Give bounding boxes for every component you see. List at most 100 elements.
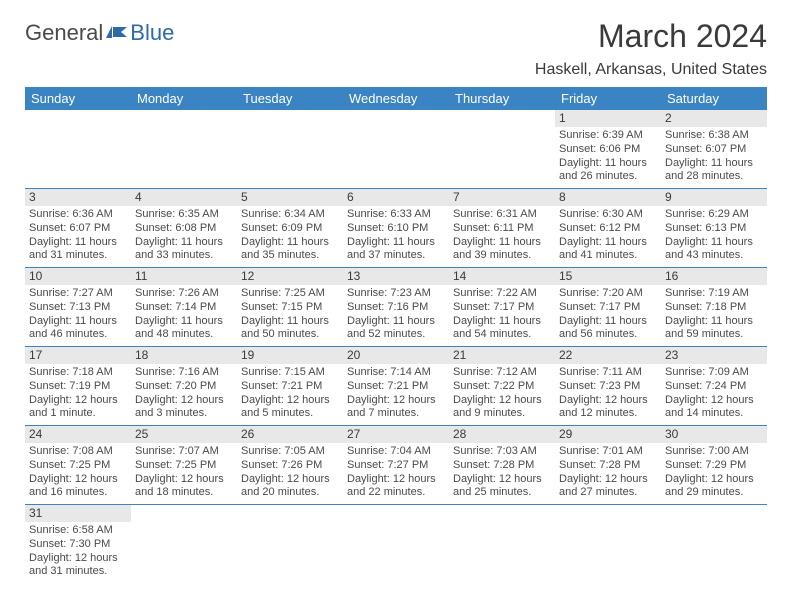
sunrise-text: Sunrise: 7:20 AM [559,287,657,301]
calendar-week-row: 3Sunrise: 6:36 AMSunset: 6:07 PMDaylight… [25,189,767,268]
day-number: 13 [343,268,449,285]
sunset-text: Sunset: 6:11 PM [453,222,551,236]
sunrise-text: Sunrise: 6:39 AM [559,129,657,143]
sunset-text: Sunset: 7:25 PM [135,459,233,473]
sunset-text: Sunset: 6:10 PM [347,222,445,236]
sunset-text: Sunset: 7:22 PM [453,380,551,394]
day-number: 5 [237,189,343,206]
daylight-text: Daylight: 11 hours and 59 minutes. [665,315,763,343]
sunrise-text: Sunrise: 7:00 AM [665,445,763,459]
sunset-text: Sunset: 7:16 PM [347,301,445,315]
calendar-day-cell [449,505,555,584]
day-number: 2 [661,110,767,127]
daylight-text: Daylight: 12 hours and 1 minute. [29,394,127,422]
daylight-text: Daylight: 12 hours and 27 minutes. [559,473,657,501]
sunset-text: Sunset: 7:21 PM [241,380,339,394]
calendar-day-cell: 1Sunrise: 6:39 AMSunset: 6:06 PMDaylight… [555,110,661,189]
calendar-day-cell: 24Sunrise: 7:08 AMSunset: 7:25 PMDayligh… [25,426,131,505]
sunset-text: Sunset: 7:15 PM [241,301,339,315]
day-number: 16 [661,268,767,285]
sunrise-text: Sunrise: 7:12 AM [453,366,551,380]
calendar-day-cell: 5Sunrise: 6:34 AMSunset: 6:09 PMDaylight… [237,189,343,268]
day-number: 11 [131,268,237,285]
day-number: 4 [131,189,237,206]
weekday-header-row: SundayMondayTuesdayWednesdayThursdayFrid… [25,87,767,110]
day-number: 21 [449,347,555,364]
calendar-day-cell [343,505,449,584]
sunrise-text: Sunrise: 7:22 AM [453,287,551,301]
daylight-text: Daylight: 11 hours and 46 minutes. [29,315,127,343]
sunrise-text: Sunrise: 7:14 AM [347,366,445,380]
month-title: March 2024 [535,18,767,55]
daylight-text: Daylight: 11 hours and 28 minutes. [665,157,763,185]
calendar-day-cell: 31Sunrise: 6:58 AMSunset: 7:30 PMDayligh… [25,505,131,584]
calendar-day-cell: 22Sunrise: 7:11 AMSunset: 7:23 PMDayligh… [555,347,661,426]
daylight-text: Daylight: 11 hours and 41 minutes. [559,236,657,264]
calendar-day-cell [131,505,237,584]
sunset-text: Sunset: 6:13 PM [665,222,763,236]
daylight-text: Daylight: 12 hours and 18 minutes. [135,473,233,501]
calendar-day-cell: 15Sunrise: 7:20 AMSunset: 7:17 PMDayligh… [555,268,661,347]
sunset-text: Sunset: 7:23 PM [559,380,657,394]
sunset-text: Sunset: 7:13 PM [29,301,127,315]
sunrise-text: Sunrise: 7:15 AM [241,366,339,380]
calendar-day-cell: 16Sunrise: 7:19 AMSunset: 7:18 PMDayligh… [661,268,767,347]
sunset-text: Sunset: 6:09 PM [241,222,339,236]
sunset-text: Sunset: 6:12 PM [559,222,657,236]
header-row: General Blue March 2024 Haskell, Arkansa… [25,18,767,85]
daylight-text: Daylight: 11 hours and 52 minutes. [347,315,445,343]
calendar-week-row: 17Sunrise: 7:18 AMSunset: 7:19 PMDayligh… [25,347,767,426]
calendar-day-cell: 23Sunrise: 7:09 AMSunset: 7:24 PMDayligh… [661,347,767,426]
weekday-header: Friday [555,87,661,110]
sunrise-text: Sunrise: 6:34 AM [241,208,339,222]
sunset-text: Sunset: 7:29 PM [665,459,763,473]
sunset-text: Sunset: 7:21 PM [347,380,445,394]
calendar-day-cell: 2Sunrise: 6:38 AMSunset: 6:07 PMDaylight… [661,110,767,189]
calendar-day-cell [661,505,767,584]
day-number: 8 [555,189,661,206]
daylight-text: Daylight: 11 hours and 33 minutes. [135,236,233,264]
weekday-header: Monday [131,87,237,110]
sunrise-text: Sunrise: 7:07 AM [135,445,233,459]
calendar-day-cell: 7 Sunrise: 6:31 AMSunset: 6:11 PMDaylight… [449,189,555,268]
day-number: 29 [555,426,661,443]
calendar-day-cell: 25Sunrise: 7:07 AMSunset: 7:25 PMDayligh… [131,426,237,505]
daylight-text: Daylight: 11 hours and 39 minutes. [453,236,551,264]
calendar-day-cell: 4 Sunrise: 6:35 AMSunset: 6:08 PMDaylight… [131,189,237,268]
day-number: 7 [449,189,555,206]
calendar-day-cell: 10Sunrise: 7:27 AMSunset: 7:13 PMDayligh… [25,268,131,347]
calendar-body: 1Sunrise: 6:39 AMSunset: 6:06 PMDaylight… [25,110,767,583]
logo-text-general: General [25,20,103,46]
sunrise-text: Sunrise: 6:35 AM [135,208,233,222]
calendar-day-cell: 21Sunrise: 7:12 AMSunset: 7:22 PMDayligh… [449,347,555,426]
sunset-text: Sunset: 6:07 PM [665,143,763,157]
sunset-text: Sunset: 6:08 PM [135,222,233,236]
calendar-day-cell: 19Sunrise: 7:15 AMSunset: 7:21 PMDayligh… [237,347,343,426]
sunrise-text: Sunrise: 7:23 AM [347,287,445,301]
calendar-table: SundayMondayTuesdayWednesdayThursdayFrid… [25,87,767,583]
calendar-day-cell: 8Sunrise: 6:30 AMSunset: 6:12 PMDaylight… [555,189,661,268]
sunrise-text: Sunrise: 7:01 AM [559,445,657,459]
calendar-day-cell [25,110,131,189]
daylight-text: Daylight: 11 hours and 48 minutes. [135,315,233,343]
sunset-text: Sunset: 7:18 PM [665,301,763,315]
calendar-day-cell: 18Sunrise: 7:16 AMSunset: 7:20 PMDayligh… [131,347,237,426]
location-text: Haskell, Arkansas, United States [535,61,767,79]
daylight-text: Daylight: 11 hours and 43 minutes. [665,236,763,264]
daylight-text: Daylight: 12 hours and 31 minutes. [29,552,127,580]
sunrise-text: Sunrise: 7:16 AM [135,366,233,380]
sunrise-text: Sunrise: 6:36 AM [29,208,127,222]
calendar-day-cell: 26Sunrise: 7:05 AMSunset: 7:26 PMDayligh… [237,426,343,505]
calendar-week-row: 1Sunrise: 6:39 AMSunset: 6:06 PMDaylight… [25,110,767,189]
sunrise-text: Sunrise: 7:09 AM [665,366,763,380]
day-number: 14 [449,268,555,285]
daylight-text: Daylight: 12 hours and 16 minutes. [29,473,127,501]
sunset-text: Sunset: 7:28 PM [559,459,657,473]
logo-flag-icon [106,24,128,42]
sunset-text: Sunset: 7:28 PM [453,459,551,473]
calendar-day-cell: 6Sunrise: 6:33 AMSunset: 6:10 PMDaylight… [343,189,449,268]
sunrise-text: Sunrise: 7:05 AM [241,445,339,459]
calendar-week-row: 31Sunrise: 6:58 AMSunset: 7:30 PMDayligh… [25,505,767,584]
day-number: 18 [131,347,237,364]
sunrise-text: Sunrise: 6:31 AM [453,208,551,222]
